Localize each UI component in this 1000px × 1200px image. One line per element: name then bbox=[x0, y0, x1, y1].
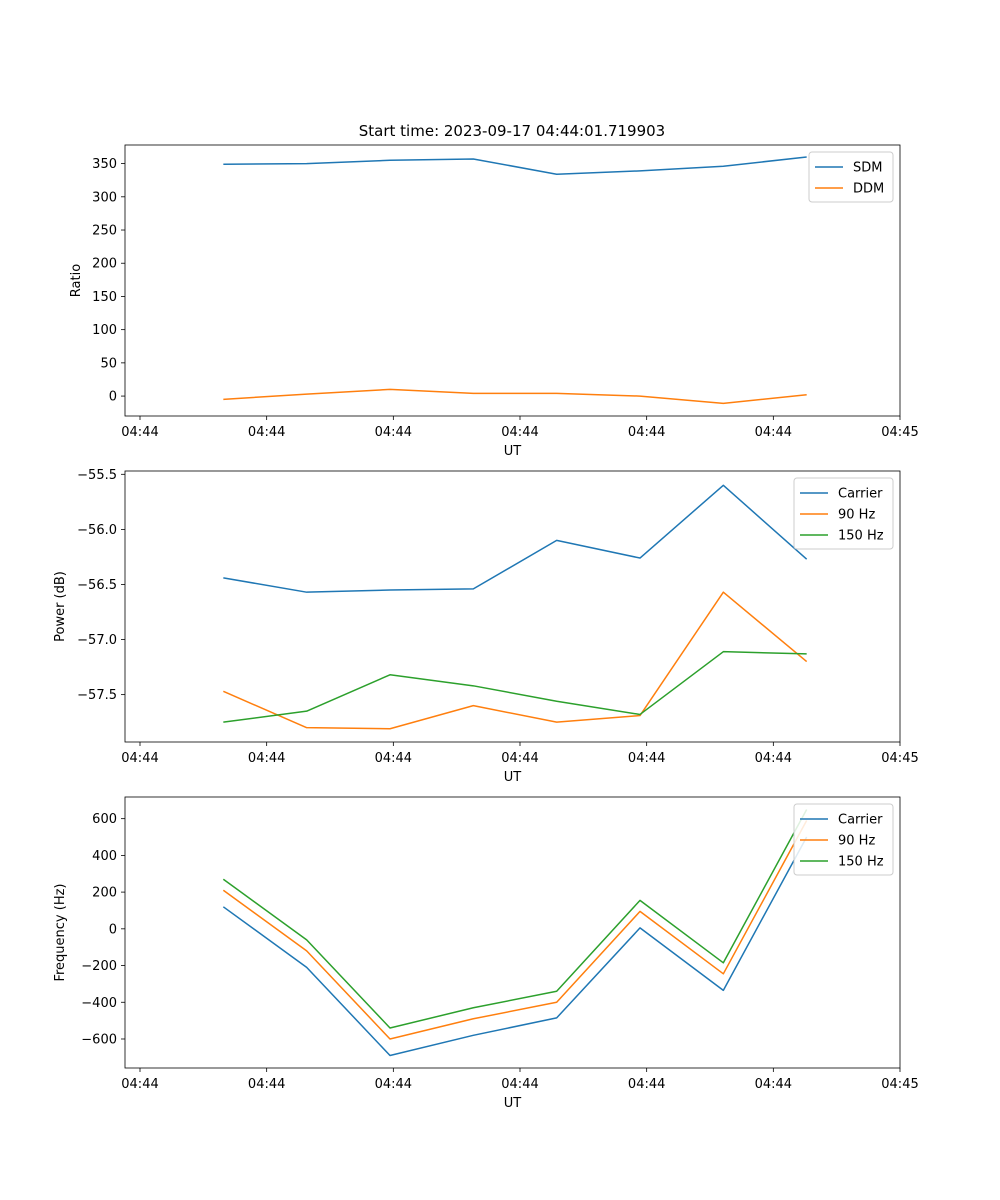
y-tick-label: 100 bbox=[92, 323, 117, 338]
x-tick-label: 04:44 bbox=[755, 1077, 792, 1092]
legend-label: 90 Hz bbox=[838, 834, 875, 849]
x-tick-label: 04:44 bbox=[501, 751, 538, 766]
y-tick-label: 0 bbox=[109, 922, 117, 937]
x-tick-label: 04:45 bbox=[881, 751, 918, 766]
y-tick-label: −600 bbox=[81, 1032, 117, 1047]
x-tick-label: 04:44 bbox=[375, 425, 412, 440]
x-tick-label: 04:44 bbox=[628, 1077, 665, 1092]
x-tick-label: 04:44 bbox=[755, 751, 792, 766]
series-line-150-hz bbox=[222, 809, 808, 1029]
y-tick-label: −56.0 bbox=[77, 523, 117, 538]
x-tick-label: 04:44 bbox=[248, 425, 285, 440]
legend-label: DDM bbox=[853, 182, 884, 197]
x-tick-label: 04:44 bbox=[248, 1077, 285, 1092]
legend-frame bbox=[793, 803, 894, 876]
x-tick-label: 04:44 bbox=[121, 751, 158, 766]
y-tick-label: 350 bbox=[92, 157, 117, 172]
x-tick-label: 04:44 bbox=[628, 425, 665, 440]
panels: 04:44 04:44 04:44 04:44 04:44 04:44 04:45 0 50 10… bbox=[53, 144, 919, 1111]
y-tick-label: 300 bbox=[92, 190, 117, 205]
y-tick-label: −200 bbox=[81, 959, 117, 974]
axes-frame bbox=[124, 470, 901, 743]
legend-label: 150 Hz bbox=[838, 529, 884, 544]
x-tick-label: 04:44 bbox=[121, 425, 158, 440]
legend-label: 150 Hz bbox=[838, 855, 884, 870]
y-tick-label: 50 bbox=[100, 356, 117, 371]
series-line-90-hz bbox=[223, 591, 808, 730]
panel-2: 04:44 04:44 04:44 04:44 04:44 04:44 04:45 −57.5… bbox=[53, 468, 919, 785]
y-tick-label: 250 bbox=[92, 224, 117, 239]
legend-label: SDM bbox=[853, 161, 882, 176]
series-line-carrier bbox=[223, 484, 808, 593]
x-axis-label: UT bbox=[504, 770, 522, 785]
y-axis-label: Power (dB) bbox=[53, 571, 68, 642]
x-axis-label: UT bbox=[504, 444, 522, 459]
series-line-90-hz bbox=[222, 820, 808, 1040]
legend-label: Carrier bbox=[838, 813, 883, 828]
y-axis-label: Frequency (Hz) bbox=[53, 883, 68, 981]
y-tick-label: 200 bbox=[92, 886, 117, 901]
x-tick-label: 04:44 bbox=[248, 751, 285, 766]
x-tick-label: 04:45 bbox=[881, 425, 918, 440]
x-tick-label: 04:44 bbox=[375, 1077, 412, 1092]
x-tick-label: 04:44 bbox=[501, 425, 538, 440]
x-tick-label: 04:44 bbox=[628, 751, 665, 766]
axes-frame bbox=[124, 796, 901, 1069]
x-tick-label: 04:44 bbox=[375, 751, 412, 766]
legend-frame bbox=[808, 151, 894, 203]
legend-frame bbox=[793, 477, 894, 550]
legend-label: Carrier bbox=[838, 487, 883, 502]
panel-1: 04:44 04:44 04:44 04:44 04:44 04:44 04:45 0 50 10… bbox=[69, 144, 919, 459]
series-line-sdm bbox=[223, 156, 807, 175]
x-tick-label: 04:44 bbox=[755, 425, 792, 440]
y-tick-label: −57.0 bbox=[77, 633, 117, 648]
series-line-150-hz bbox=[223, 650, 807, 723]
x-tick-label: 04:45 bbox=[881, 1077, 918, 1092]
legend: Carrier 90 Hz 150 Hz bbox=[793, 477, 894, 550]
legend: Carrier 90 Hz 150 Hz bbox=[793, 803, 894, 876]
y-tick-label: −57.5 bbox=[77, 688, 117, 703]
x-tick-label: 04:44 bbox=[501, 1077, 538, 1092]
y-tick-label: 600 bbox=[92, 812, 117, 827]
y-axis-label: Ratio bbox=[69, 264, 84, 297]
figure-title: Start time: 2023-09-17 04:44:01.719903 bbox=[359, 122, 665, 140]
y-tick-label: −55.5 bbox=[77, 468, 117, 483]
y-tick-label: 200 bbox=[92, 257, 117, 272]
series-line-carrier bbox=[222, 836, 808, 1057]
axes-frame bbox=[124, 144, 901, 417]
x-axis-label: UT bbox=[504, 1096, 522, 1111]
series-line-ddm bbox=[223, 388, 807, 405]
panel-3: 04:44 04:44 04:44 04:44 04:44 04:44 04:45 −600 −… bbox=[53, 796, 919, 1111]
x-tick-label: 04:44 bbox=[121, 1077, 158, 1092]
y-tick-label: 400 bbox=[92, 849, 117, 864]
y-tick-label: 0 bbox=[109, 390, 117, 405]
legend: SDM DDM bbox=[808, 151, 894, 203]
y-tick-label: −56.5 bbox=[77, 578, 117, 593]
y-tick-label: 150 bbox=[92, 290, 117, 305]
y-tick-label: −400 bbox=[81, 996, 117, 1011]
legend-label: 90 Hz bbox=[838, 508, 875, 523]
